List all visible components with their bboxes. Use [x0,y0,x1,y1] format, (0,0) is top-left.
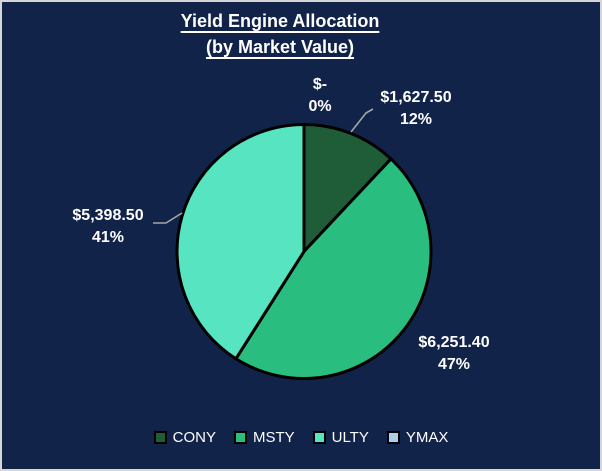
data-label-msty-pct: 47% [437,356,471,373]
data-label-ymax-pct: 0% [308,98,332,115]
pie-slice-cony[interactable] [302,122,394,256]
legend-item-cony[interactable]: CONY [153,429,216,446]
data-label-ulty-pct: 41% [91,229,125,246]
data-label-ulty: $5,398.50 41% [72,205,143,249]
data-label-cony: $1,627.50 12% [380,87,451,131]
chart-title-line1: Yield Engine Allocation [180,11,380,31]
leader-line-cony [350,108,374,133]
legend-swatch-cony [153,431,167,444]
pie-slice-msty[interactable] [233,156,433,380]
legend-swatch-ulty [312,431,326,444]
legend-item-msty[interactable]: MSTY [233,429,295,446]
legend-item-ymax[interactable]: YMAX [386,429,449,446]
data-label-ulty-value: $5,398.50 [72,207,144,224]
data-label-cony-value: $1,627.50 [380,89,452,106]
legend-label-msty: MSTY [252,429,295,446]
legend-label-cony: CONY [172,429,216,446]
chart-title: Yield Engine Allocation (by Market Value… [181,8,380,60]
legend-label-ulty: ULTY [331,429,369,446]
pie-slice-ulty[interactable] [175,122,306,361]
legend-item-ulty[interactable]: ULTY [312,429,369,446]
data-label-msty-value: $6,251.40 [418,334,490,351]
data-label-ymax: $- 0% [308,74,331,118]
data-label-cony-pct: 12% [399,111,433,128]
data-label-msty: $6,251.40 47% [418,332,489,376]
chart-title-line2: (by Market Value) [205,37,355,57]
data-label-ymax-value: $- [312,76,328,93]
leader-line-ulty [153,212,183,224]
legend: CONY MSTY ULTY YMAX [2,430,600,445]
legend-swatch-ymax [386,431,400,444]
legend-label-ymax: YMAX [405,429,449,446]
legend-swatch-msty [233,431,247,444]
